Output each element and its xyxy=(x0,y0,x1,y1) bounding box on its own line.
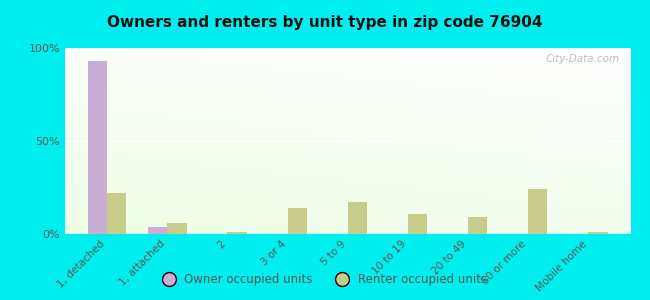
Bar xyxy=(167,223,187,234)
Bar xyxy=(468,217,488,234)
Bar xyxy=(348,202,367,234)
Bar xyxy=(528,189,547,234)
Bar xyxy=(148,226,167,234)
Bar xyxy=(107,193,126,234)
Text: City-Data.com: City-Data.com xyxy=(545,54,619,64)
Bar xyxy=(408,214,427,234)
Legend: Owner occupied units, Renter occupied units: Owner occupied units, Renter occupied un… xyxy=(159,269,491,291)
Bar xyxy=(227,232,247,234)
Bar xyxy=(88,61,107,234)
Text: Owners and renters by unit type in zip code 76904: Owners and renters by unit type in zip c… xyxy=(107,15,543,30)
Bar xyxy=(588,232,608,234)
Bar xyxy=(287,208,307,234)
